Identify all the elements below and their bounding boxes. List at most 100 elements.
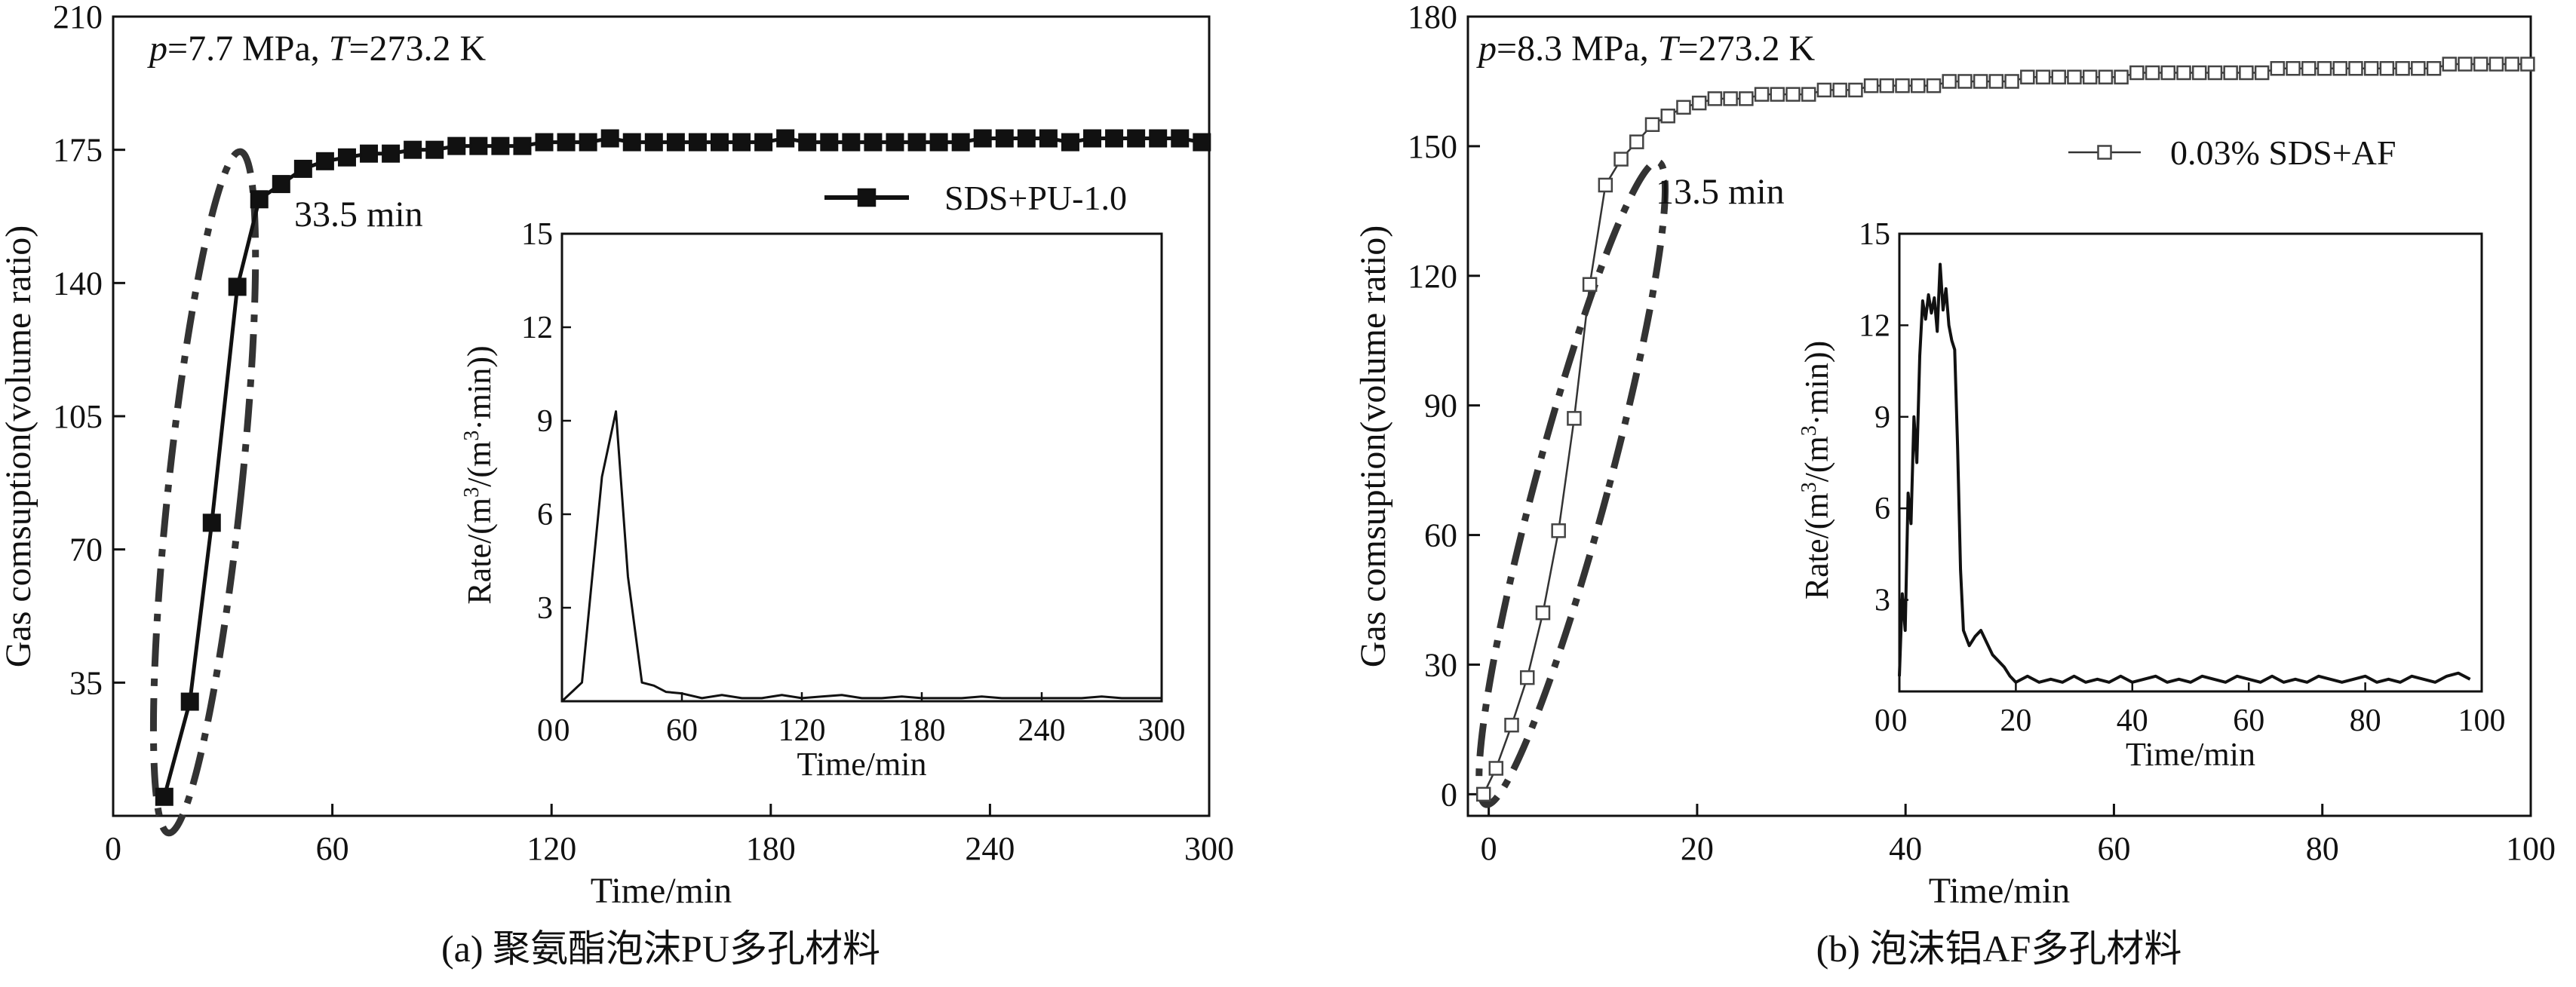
data-point (2504, 57, 2519, 72)
x-tick-label: 240 (965, 830, 1015, 867)
data-point (951, 133, 970, 152)
data-point (2207, 65, 2223, 81)
data-point (1061, 133, 1079, 152)
highlight-ellipse (1475, 158, 1669, 808)
data-point (315, 152, 334, 170)
data-point (337, 148, 356, 167)
data-point (1551, 523, 1566, 538)
data-point (622, 133, 641, 152)
data-point (1488, 761, 1504, 776)
inset-x-tick-label: 60 (666, 713, 698, 748)
y-tick-label: 105 (53, 398, 103, 435)
data-point (228, 277, 247, 296)
data-point (293, 159, 312, 178)
data-point (2051, 69, 2066, 84)
inset-frame (560, 232, 1163, 703)
data-point (1017, 129, 1036, 148)
y-tick-label: 0 (1441, 776, 1457, 813)
x-tick-label: 40 (1889, 830, 1922, 867)
x-tick-label: 0 (105, 830, 121, 867)
legend-label: SDS+PU-1.0 (944, 179, 1127, 217)
y-tick-label: 30 (1424, 646, 1457, 683)
data-point (2458, 57, 2473, 72)
data-point (2270, 61, 2286, 76)
data-point (1083, 129, 1102, 148)
data-point (360, 144, 379, 163)
data-point (1770, 87, 1785, 102)
data-point (2004, 74, 2019, 89)
data-point (2129, 65, 2145, 81)
inset-x-tick-label: 120 (778, 713, 826, 748)
data-point (2363, 61, 2379, 76)
data-point (2191, 65, 2207, 81)
data-point (1723, 91, 1738, 106)
y-tick-label: 150 (1408, 128, 1457, 165)
data-point (579, 133, 597, 152)
y-axis-label: Gas comsuption(volume ratio) (1353, 225, 1393, 668)
data-point (2520, 57, 2535, 72)
inset-y-tick-label: 6 (1874, 492, 1890, 526)
plot-frame (1466, 15, 2532, 817)
data-point (469, 136, 488, 155)
inset-y-tick-label: 9 (1874, 400, 1890, 435)
data-point (1926, 78, 1942, 93)
inset-x-tick-label: 100 (2458, 703, 2506, 738)
inset-x-tick-label: 80 (2350, 703, 2381, 738)
data-point (1911, 78, 1926, 93)
inset-y-tick-label: 9 (537, 404, 553, 439)
data-point (1105, 129, 1124, 148)
inset-y-axis-label: Rate/(m3/(m3·min)) (1798, 341, 1835, 599)
data-point (644, 133, 663, 152)
inset-origin-label: 0 (1874, 703, 1890, 738)
y-tick-label: 90 (1424, 388, 1457, 425)
data-point (2176, 65, 2191, 81)
data-point (1739, 91, 1754, 106)
data-point (2442, 57, 2458, 72)
legend-marker (2097, 145, 2112, 160)
data-point (425, 140, 444, 159)
x-tick-label: 180 (746, 830, 796, 867)
data-point (2473, 57, 2488, 72)
highlight-ellipse (149, 148, 259, 837)
data-point (2301, 61, 2317, 76)
data-point (1973, 74, 1988, 89)
data-point (2426, 61, 2442, 76)
y-tick-label: 120 (1408, 258, 1457, 295)
data-point (1660, 109, 1675, 124)
data-point (2348, 61, 2363, 76)
data-point (1193, 133, 1211, 152)
inset-rate-line (1898, 262, 2471, 684)
time-annotation: 33.5 min (294, 195, 423, 234)
y-tick-label: 175 (53, 132, 103, 169)
panel-b-chart: 0 20 40 60 80 1000306090120150180Time/minGas … (1353, 0, 2556, 970)
data-point (250, 190, 269, 209)
data-point (1535, 605, 1551, 621)
data-point (1676, 100, 1691, 115)
inset-y-tick-label: 3 (537, 591, 553, 626)
x-tick-label: 20 (1681, 830, 1714, 867)
y-tick-label: 60 (1424, 517, 1457, 554)
inset-frame (1898, 232, 2483, 693)
condition-label: p=8.3 MPa, T=273.2 K (1476, 29, 1816, 69)
inset-y-tick-label: 3 (1874, 584, 1890, 618)
data-point (600, 129, 619, 148)
data-point (404, 140, 422, 159)
y-tick-label: 140 (53, 265, 103, 302)
inset-y-axis-label: Rate/(m3/(m3·min)) (460, 345, 498, 604)
data-point (513, 136, 532, 155)
data-point (1848, 82, 1863, 98)
inset-y-tick-label: 12 (1859, 308, 1890, 343)
data-point (2223, 65, 2238, 81)
data-point (864, 133, 883, 152)
inset-x-tick-label: 40 (2117, 703, 2148, 738)
data-point (1149, 129, 1168, 148)
data-point (2411, 61, 2426, 76)
data-point (1816, 82, 1832, 98)
x-tick-label: 120 (527, 830, 576, 867)
data-point (202, 513, 221, 532)
data-point (1863, 78, 1879, 93)
y-tick-label: 180 (1408, 0, 1457, 35)
data-point (907, 133, 926, 152)
panel-caption: (a) 聚氨酯泡沫PU多孔材料 (441, 927, 880, 970)
data-point (2254, 65, 2270, 81)
